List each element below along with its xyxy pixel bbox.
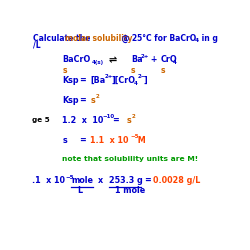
Text: s: s bbox=[62, 66, 67, 75]
Text: BaCrO: BaCrO bbox=[62, 55, 90, 64]
Text: 2+: 2+ bbox=[105, 74, 113, 80]
Text: 0.0028 g/L: 0.0028 g/L bbox=[153, 176, 201, 185]
Text: ⇌: ⇌ bbox=[109, 55, 117, 65]
Text: 1.1  x 10: 1.1 x 10 bbox=[90, 136, 129, 144]
Text: L: L bbox=[78, 186, 83, 195]
Text: −10: −10 bbox=[102, 114, 114, 119]
Text: Ba: Ba bbox=[131, 55, 143, 64]
Text: CrO: CrO bbox=[161, 55, 178, 64]
Text: 253.3 g: 253.3 g bbox=[109, 176, 142, 185]
Text: =: = bbox=[79, 96, 86, 105]
Text: =: = bbox=[144, 176, 151, 185]
Text: =: = bbox=[79, 136, 86, 144]
Text: s: s bbox=[90, 96, 95, 105]
Text: 2−: 2− bbox=[137, 74, 145, 80]
Text: /L: /L bbox=[33, 41, 41, 50]
Text: −5: −5 bbox=[65, 174, 74, 180]
Text: 1 mole: 1 mole bbox=[114, 186, 145, 195]
Text: =: = bbox=[79, 76, 86, 85]
Text: @ 25°C for BaCrO: @ 25°C for BaCrO bbox=[120, 34, 197, 43]
Text: 4: 4 bbox=[195, 38, 199, 43]
Text: 4: 4 bbox=[134, 81, 138, 86]
Text: M: M bbox=[136, 136, 146, 144]
Text: s: s bbox=[131, 66, 136, 75]
Text: 2+: 2+ bbox=[140, 54, 149, 59]
Text: ][CrO: ][CrO bbox=[112, 76, 136, 85]
Text: note that solubility units are M!: note that solubility units are M! bbox=[62, 156, 198, 162]
Text: s: s bbox=[161, 66, 166, 75]
Text: 1.2  x  10: 1.2 x 10 bbox=[62, 116, 104, 124]
Text: ge 5: ge 5 bbox=[32, 117, 50, 123]
Text: Calculate the: Calculate the bbox=[33, 34, 93, 42]
Text: .1  x 10: .1 x 10 bbox=[32, 176, 65, 185]
Text: [Ba: [Ba bbox=[90, 76, 106, 85]
Text: Ksp: Ksp bbox=[62, 96, 79, 105]
Text: 4: 4 bbox=[173, 60, 177, 65]
Text: 2: 2 bbox=[132, 114, 135, 119]
Text: +: + bbox=[148, 55, 158, 64]
Text: mole: mole bbox=[71, 176, 93, 185]
Text: 2: 2 bbox=[96, 94, 100, 99]
Text: s: s bbox=[62, 136, 67, 144]
Text: molar solubility: molar solubility bbox=[65, 34, 133, 42]
Text: −5: −5 bbox=[130, 134, 138, 139]
Text: Ksp: Ksp bbox=[62, 76, 79, 85]
Text: in g: in g bbox=[199, 34, 218, 42]
Text: ]: ] bbox=[144, 76, 148, 85]
Text: x: x bbox=[98, 176, 103, 185]
Text: =: = bbox=[112, 116, 118, 124]
Text: s: s bbox=[126, 116, 131, 124]
Text: 4(s): 4(s) bbox=[92, 60, 104, 65]
